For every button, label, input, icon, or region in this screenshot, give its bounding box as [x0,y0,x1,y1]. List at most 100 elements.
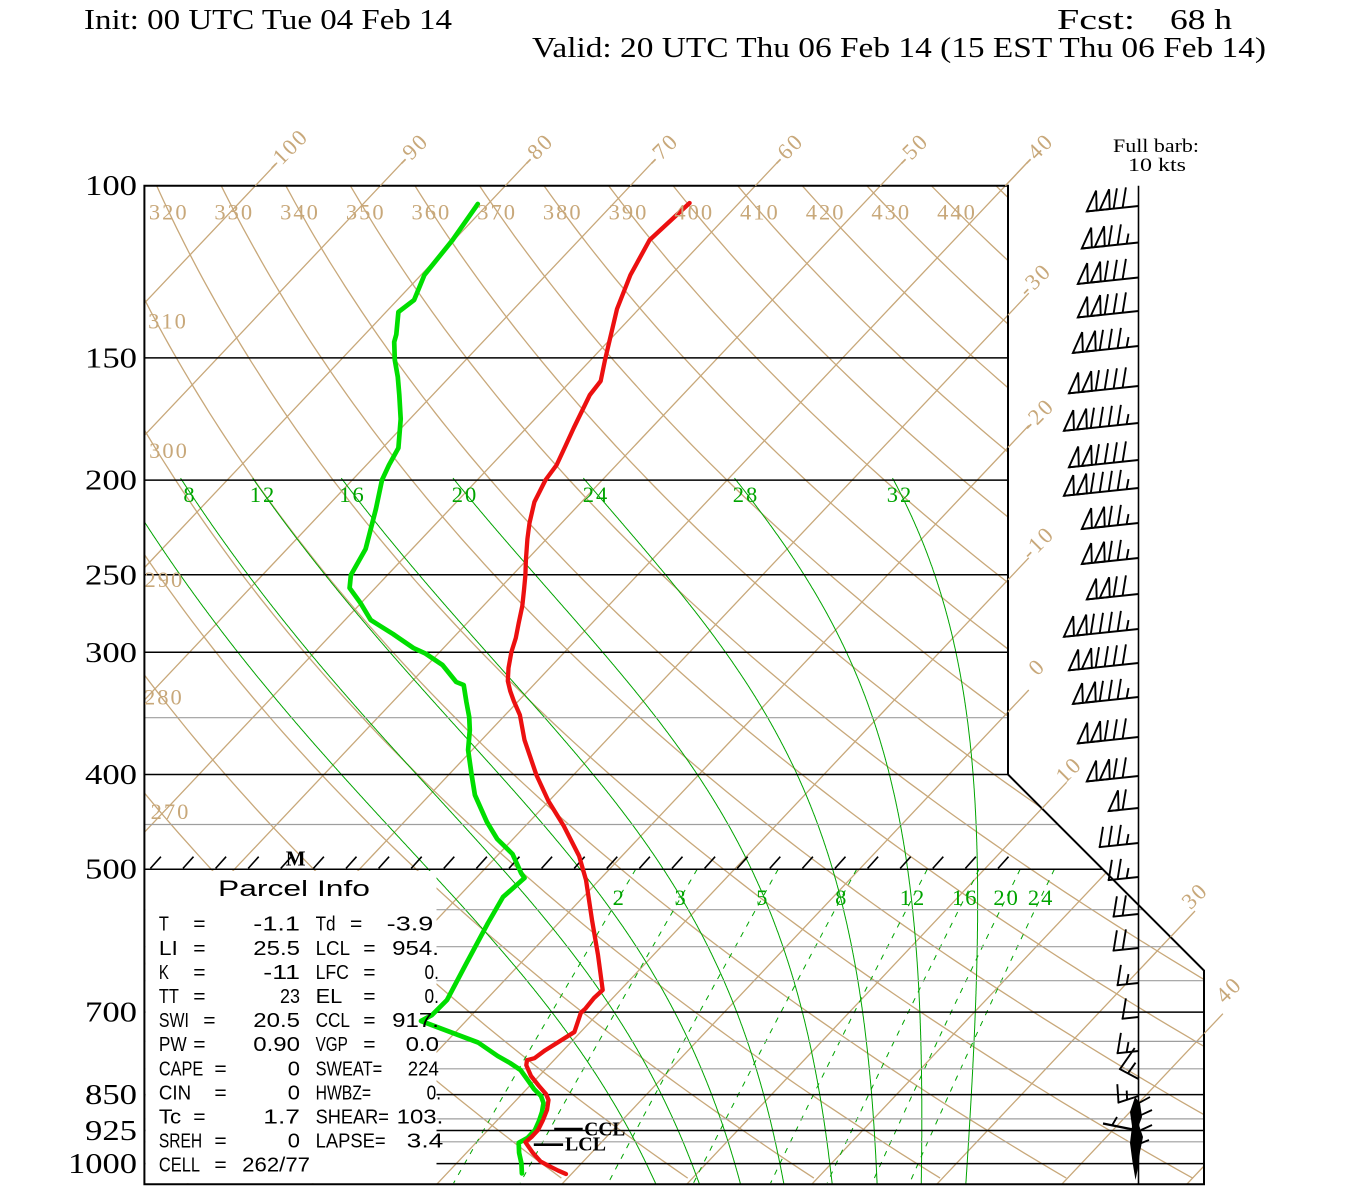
svg-text:CELL: CELL [159,1154,200,1177]
svg-text:954.: 954. [392,937,439,960]
svg-text:EL: EL [316,985,343,1008]
svg-text:10 kts: 10 kts [1128,155,1186,176]
svg-text:12: 12 [900,885,927,910]
svg-text:340: 340 [280,200,320,225]
svg-text:350: 350 [346,200,386,225]
svg-text:360: 360 [412,200,452,225]
svg-text:5: 5 [756,885,769,910]
svg-text:420: 420 [806,200,846,225]
svg-text:500: 500 [85,855,137,886]
svg-text:=: = [214,1130,226,1153]
svg-text:320: 320 [149,200,189,225]
svg-text:HWBZ=: HWBZ= [316,1081,372,1104]
svg-text:Fcst:: Fcst: [1057,4,1135,36]
svg-text:VGP: VGP [316,1033,348,1056]
svg-text:23: 23 [280,985,300,1008]
svg-text:917.: 917. [392,1009,439,1032]
svg-text:=: = [350,913,362,936]
svg-text:20: 20 [452,482,479,507]
svg-text:380: 380 [543,200,583,225]
svg-text:1.7: 1.7 [263,1106,300,1129]
svg-text:850: 850 [85,1080,137,1111]
svg-text:Valid: 20 UTC Thu 06 Feb 14 (1: Valid: 20 UTC Thu 06 Feb 14 (15 EST Thu … [532,32,1266,64]
svg-text:150: 150 [85,343,137,374]
svg-text:=: = [193,985,205,1008]
svg-text:440: 440 [937,200,977,225]
svg-text:=: = [363,961,375,984]
svg-text:CIN: CIN [159,1081,191,1104]
svg-text:=: = [193,1033,205,1056]
svg-text:0.: 0. [427,1081,441,1104]
svg-text:68 h: 68 h [1170,4,1233,36]
svg-text:0.0: 0.0 [406,1033,439,1056]
svg-text:400: 400 [85,760,137,791]
svg-text:LCL: LCL [316,937,350,960]
svg-text:310: 310 [148,309,188,334]
svg-text:25.5: 25.5 [253,937,300,960]
svg-text:12: 12 [250,482,277,507]
svg-text:330: 330 [214,200,254,225]
svg-text:M: M [286,847,306,871]
svg-text:Full barb:: Full barb: [1113,136,1199,157]
svg-text:270: 270 [151,799,191,824]
svg-text:2: 2 [613,885,626,910]
svg-text:1000: 1000 [68,1149,137,1180]
svg-text:224: 224 [408,1057,439,1080]
svg-text:24: 24 [583,482,610,507]
svg-text:SWEAT=: SWEAT= [316,1057,383,1080]
svg-text:=: = [363,985,375,1008]
svg-text:LCL: LCL [565,1134,606,1155]
svg-text:3: 3 [674,885,687,910]
svg-text:370: 370 [477,200,517,225]
svg-text:=: = [203,1009,215,1032]
svg-text:SREH: SREH [159,1130,202,1153]
svg-text:100: 100 [85,171,137,202]
svg-text:Tc: Tc [159,1106,181,1129]
svg-text:20.5: 20.5 [253,1009,300,1032]
svg-text:28: 28 [733,482,760,507]
svg-text:410: 410 [740,200,780,225]
svg-text:TT: TT [159,985,179,1008]
svg-text:=: = [363,937,375,960]
svg-text:SHEAR=: SHEAR= [316,1106,389,1129]
svg-text:32: 32 [887,482,914,507]
svg-text:K: K [159,961,169,984]
svg-text:20: 20 [993,885,1020,910]
svg-text:=: = [214,1154,226,1177]
svg-text:24: 24 [1028,885,1055,910]
svg-text:290: 290 [145,567,185,592]
svg-text:700: 700 [85,998,137,1029]
svg-text:LAPSE=: LAPSE= [316,1130,386,1153]
svg-text:=: = [193,961,205,984]
svg-text:Td: Td [316,913,336,936]
svg-text:CCL: CCL [584,1120,625,1141]
svg-text:-3.9: -3.9 [387,913,434,936]
svg-text:200: 200 [85,466,137,497]
svg-text:0: 0 [288,1081,300,1104]
svg-text:16: 16 [952,885,979,910]
svg-text:925: 925 [85,1116,137,1147]
svg-text:8: 8 [183,482,196,507]
svg-text:390: 390 [609,200,649,225]
svg-text:250: 250 [85,560,137,591]
svg-text:CCL: CCL [316,1009,350,1032]
svg-text:=: = [193,1106,205,1129]
svg-text:LI: LI [159,937,178,960]
svg-text:0.: 0. [425,961,439,984]
svg-text:300: 300 [85,638,137,669]
svg-text:Parcel Info: Parcel Info [218,876,370,901]
svg-text:300: 300 [149,438,189,463]
svg-text:Init: 00 UTC Tue 04 Feb 14: Init: 00 UTC Tue 04 Feb 14 [84,4,453,36]
svg-text:PW: PW [159,1033,187,1056]
svg-text:262/77: 262/77 [242,1154,310,1177]
svg-text:8: 8 [835,885,848,910]
svg-text:CAPE: CAPE [159,1057,203,1080]
svg-text:LFC: LFC [316,961,349,984]
svg-text:-1.1: -1.1 [253,913,300,936]
svg-text:103.: 103. [397,1106,444,1129]
svg-text:430: 430 [871,200,911,225]
svg-text:=: = [193,913,205,936]
svg-text:280: 280 [144,685,184,710]
svg-text:3.4: 3.4 [407,1130,444,1153]
svg-text:0.90: 0.90 [253,1033,300,1056]
